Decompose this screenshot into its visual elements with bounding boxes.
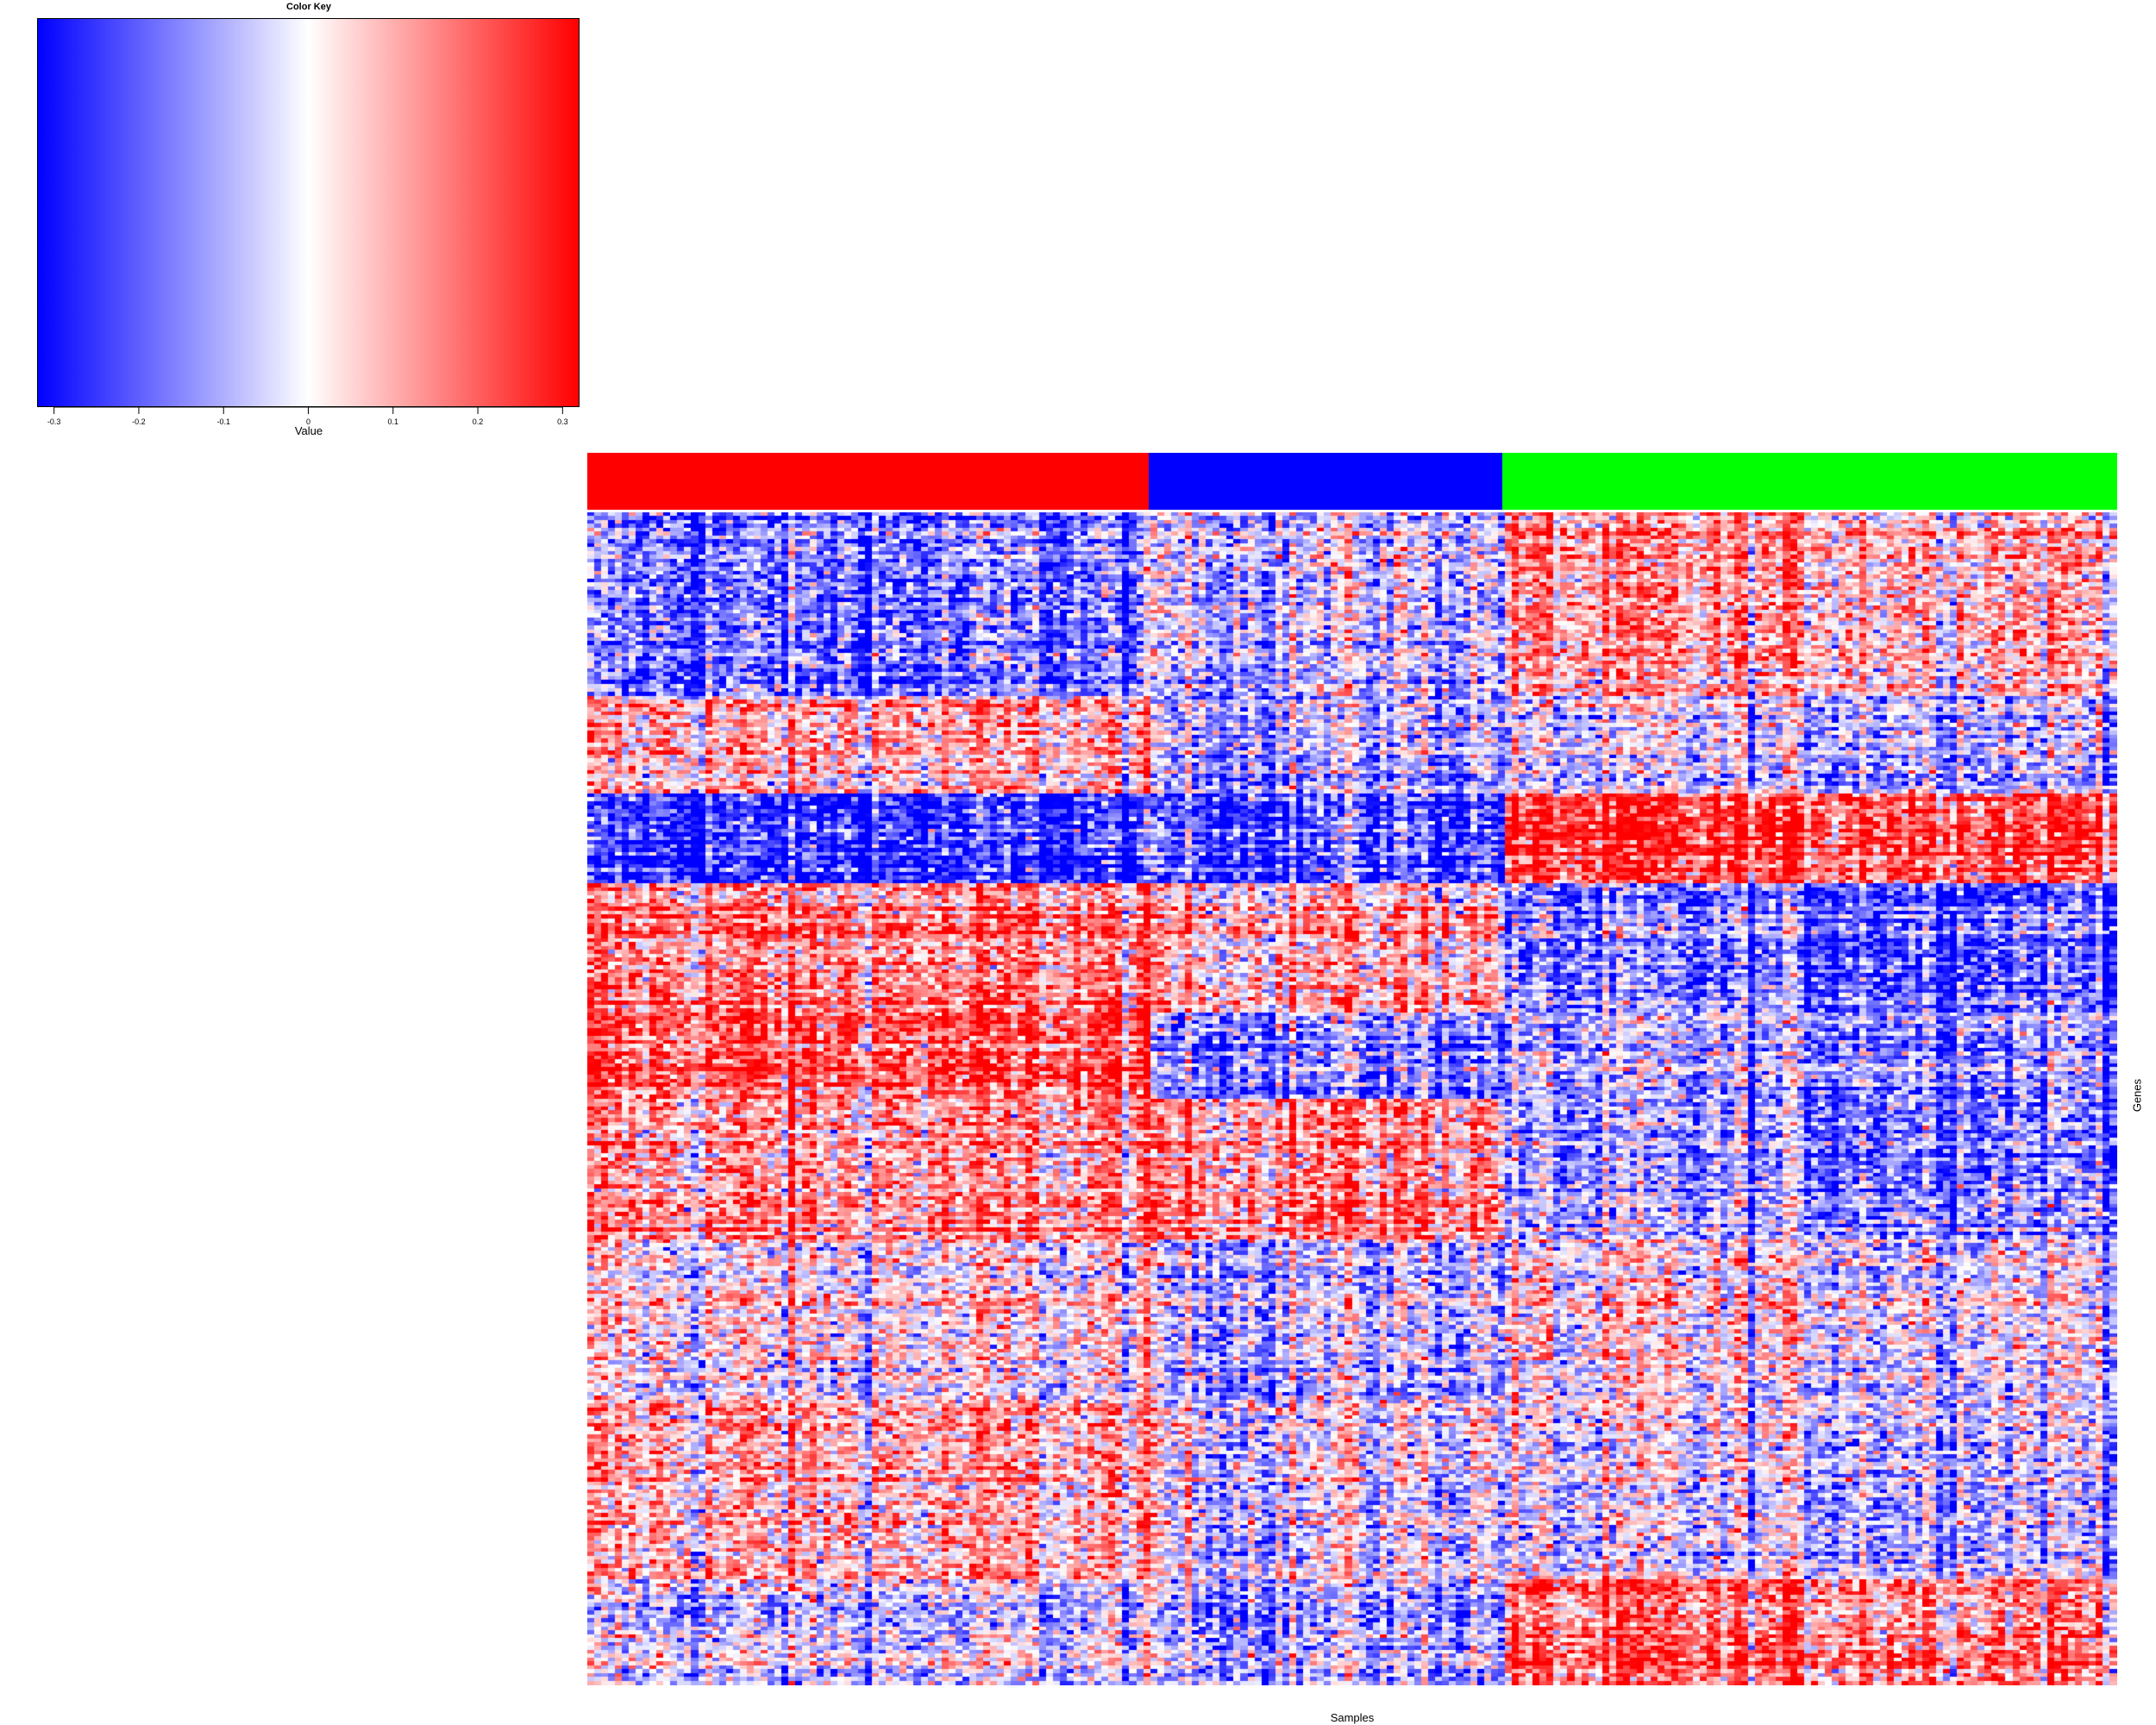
- color-key-tick-label: -0.3: [47, 417, 61, 426]
- sample-group-band-2: [1149, 453, 1502, 510]
- color-key-axis: [53, 406, 563, 414]
- color-key-gradient: [37, 18, 580, 407]
- sample-group-band-1: [587, 453, 1150, 510]
- color-key-xlabel: Value: [294, 424, 323, 437]
- x-axis-label: Samples: [1330, 1711, 1375, 1724]
- color-key-tick-label: -0.1: [216, 417, 230, 426]
- sample-group-colorbar: [587, 453, 2117, 510]
- y-axis-label: Genes: [2130, 1078, 2144, 1113]
- heatmap-matrix: [587, 512, 2117, 1685]
- color-key-tick-label: 0.3: [557, 417, 568, 426]
- sample-group-band-3: [1501, 453, 2117, 510]
- color-key-tick-label: -0.2: [132, 417, 146, 426]
- color-key-tick-label: 0: [305, 417, 311, 426]
- color-key-tick-label: 0.1: [387, 417, 399, 426]
- color-key-tick-label: 0.2: [472, 417, 484, 426]
- color-key-title: Color Key: [286, 2, 331, 12]
